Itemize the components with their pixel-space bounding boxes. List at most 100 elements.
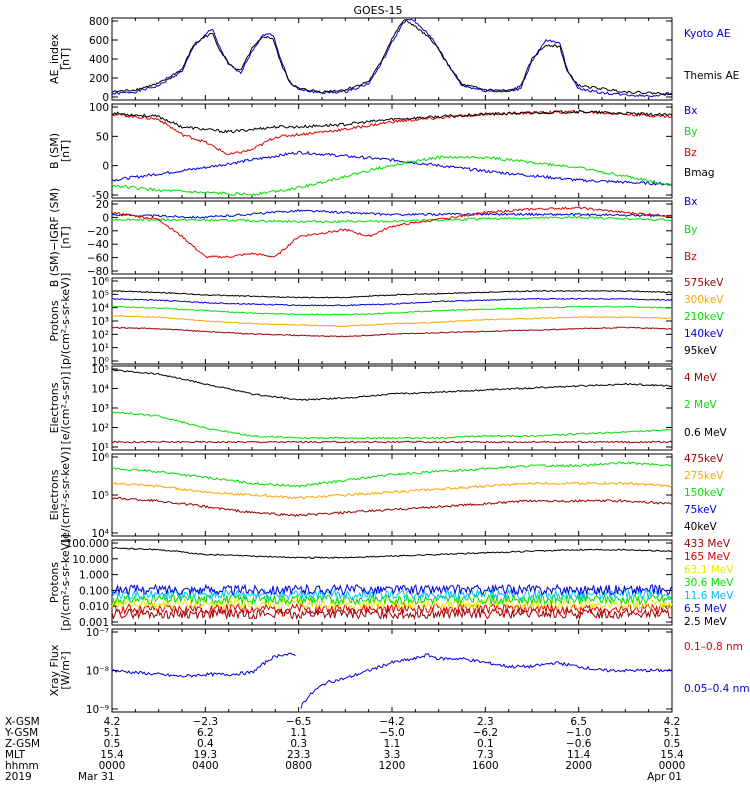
y-tick-label: 600 (89, 35, 109, 47)
series-line (112, 298, 672, 306)
panel-frame (112, 629, 672, 712)
legend-bx: Bx (684, 105, 697, 117)
panels: AE_index[nT]8006004002000Kyoto AEThemis … (48, 16, 750, 716)
series-line (112, 210, 672, 219)
legend-themis-ae: Themis AE (683, 70, 739, 82)
y-tick-label: 10¹ (91, 343, 109, 355)
series-line (112, 482, 672, 498)
ephem-cell: 1200 (379, 760, 406, 772)
y-tick-label: 10⁻⁹ (86, 704, 109, 716)
series-line (112, 653, 672, 708)
y-tick-label: 1.000 (79, 570, 109, 582)
legend-475kev: 475keV (684, 453, 724, 465)
y-axis-label: Electrons[e/(cm²-s-sr)] (48, 372, 72, 445)
ephem-cell: Mar 31 (78, 771, 115, 783)
legend-by: By (684, 126, 697, 138)
y-tick-label: 10⁵ (91, 289, 109, 301)
y-axis-label: Xray Flux[W/m²] (48, 644, 72, 696)
series-line (112, 327, 672, 337)
y-tick-label: 0 (102, 212, 109, 224)
y-tick-label: 10⁶ (91, 276, 109, 288)
panel-2: B (SM)[nT] 100 50 0 -50 Bx By Bz Bmag (48, 102, 715, 202)
panel-5: Electrons[e/(cm²-s-sr)] 10⁵ 10⁴ 10³ 10² 10¹ 4 … (48, 364, 728, 454)
panel-4: Protons[p/(cm²-s-sr-keV)] 10⁶10⁵10⁴10³10²… (48, 273, 724, 370)
legend-0-1-0-8-nm: 0.1–0.8 nm (684, 641, 743, 653)
panel-frame (112, 18, 672, 100)
series-line (112, 412, 672, 439)
legend-63-1-mev: 63.1 MeV (684, 564, 734, 576)
legend-0-6-mev: 0.6 MeV (684, 427, 728, 439)
series-line (112, 20, 672, 95)
y-axis-label-line: [nT] (59, 48, 72, 70)
legend-275kev: 275keV (684, 470, 724, 482)
legend-40kev: 40keV (684, 521, 718, 533)
y-tick-label: 20 (96, 199, 109, 211)
y-tick-label: 0.100 (79, 585, 109, 597)
series-line (112, 370, 672, 401)
y-tick-label: 0 (102, 161, 109, 173)
y-tick-label: 10⁵ (91, 364, 109, 376)
series-line (112, 291, 672, 299)
series-line (112, 151, 672, 185)
legend-by: By (684, 224, 697, 236)
y-tick-label: −20 (87, 226, 109, 238)
ephem-cell: 0800 (285, 760, 312, 772)
plot-title: GOES-15 (353, 4, 402, 17)
legend-95kev: 95keV (684, 345, 718, 357)
legend-2-5-mev: 2.5 MeV (684, 616, 728, 628)
y-tick-label: 10⁴ (91, 384, 109, 396)
y-tick-label: 800 (89, 16, 109, 28)
panel-frame (112, 366, 672, 450)
legend-300kev: 300keV (684, 294, 724, 306)
ephem-cell: 2000 (565, 760, 592, 772)
legend-150kev: 150keV (684, 487, 724, 499)
y-tick-label: 10² (91, 423, 109, 435)
y-axis-label: B (SM)[nT] (48, 133, 72, 169)
y-axis-label-line: [p/(cm²-s-sr-keV)] (59, 273, 72, 370)
legend-30-6-mev: 30.6 MeV (684, 577, 734, 589)
series-line (112, 441, 672, 443)
series-line (112, 110, 672, 154)
legend-bmag: Bmag (684, 167, 715, 179)
y-tick-label: 100 (89, 102, 109, 114)
ephem-cell: 0400 (192, 760, 219, 772)
panel-1: AE_index[nT] 800 600 400 200 0 Kyoto AE Themis … (48, 16, 739, 104)
y-tick-label: 10⁶ (91, 452, 109, 464)
legend-kyoto-ae: Kyoto AE (684, 28, 730, 40)
panel-7: Protons[p/(cm²-s-sr-keV)]100.00010.0001.… (48, 534, 734, 631)
y-axis-label-line: [nT] (59, 226, 72, 248)
y-tick-label: 10⁵ (91, 490, 109, 502)
y-axis-label-line: [W/m²] (59, 651, 72, 689)
y-tick-label: 200 (89, 73, 109, 85)
ephem-cell: Apr 01 (647, 771, 682, 783)
ephemeris-table: X-GSMY-GSMZ-GSMMLThhmm20194.25.10.515.40… (4, 716, 685, 783)
series-line (112, 110, 672, 132)
y-tick-label: 10⁻⁸ (86, 666, 109, 678)
y-tick-label: 10³ (91, 403, 109, 415)
y-axis-label-line: [e/(cm²-s-sr-keV)] (59, 447, 72, 543)
legend-0-05-0-4-nm: 0.05–0.4 nm (684, 683, 750, 695)
series-line (112, 316, 672, 327)
y-tick-label: 10⁻⁷ (86, 627, 109, 639)
y-tick-label: 100.000 (66, 538, 109, 550)
legend-11-6-mev: 11.6 MeV (684, 590, 734, 602)
y-axis-label-line: [e/(cm²-s-sr)] (59, 372, 72, 445)
series-line (112, 497, 672, 516)
legend-75kev: 75keV (684, 504, 718, 516)
legend-bz: Bz (684, 251, 697, 263)
panel-frame (112, 201, 672, 274)
series-line (112, 19, 672, 97)
y-tick-label: −60 (87, 253, 109, 265)
y-tick-label: 10² (91, 329, 109, 341)
y-axis-label-line: [nT] (59, 140, 72, 162)
ephem-row-label: 2019 (5, 771, 32, 783)
y-tick-label: 50 (96, 131, 109, 143)
series-line (112, 462, 672, 487)
legend-165-mev: 165 MeV (684, 551, 731, 563)
y-axis-label: AE_index[nT] (48, 33, 72, 84)
y-axis-label: B (SM)−IGRF (SM)[nT] (48, 188, 72, 288)
legend-4-mev: 4 MeV (684, 372, 718, 384)
y-tick-label: 10³ (91, 316, 109, 328)
panel-3: B (SM)−IGRF (SM)[nT] 200 −20−40 −60−80 Bx By B… (48, 188, 697, 288)
